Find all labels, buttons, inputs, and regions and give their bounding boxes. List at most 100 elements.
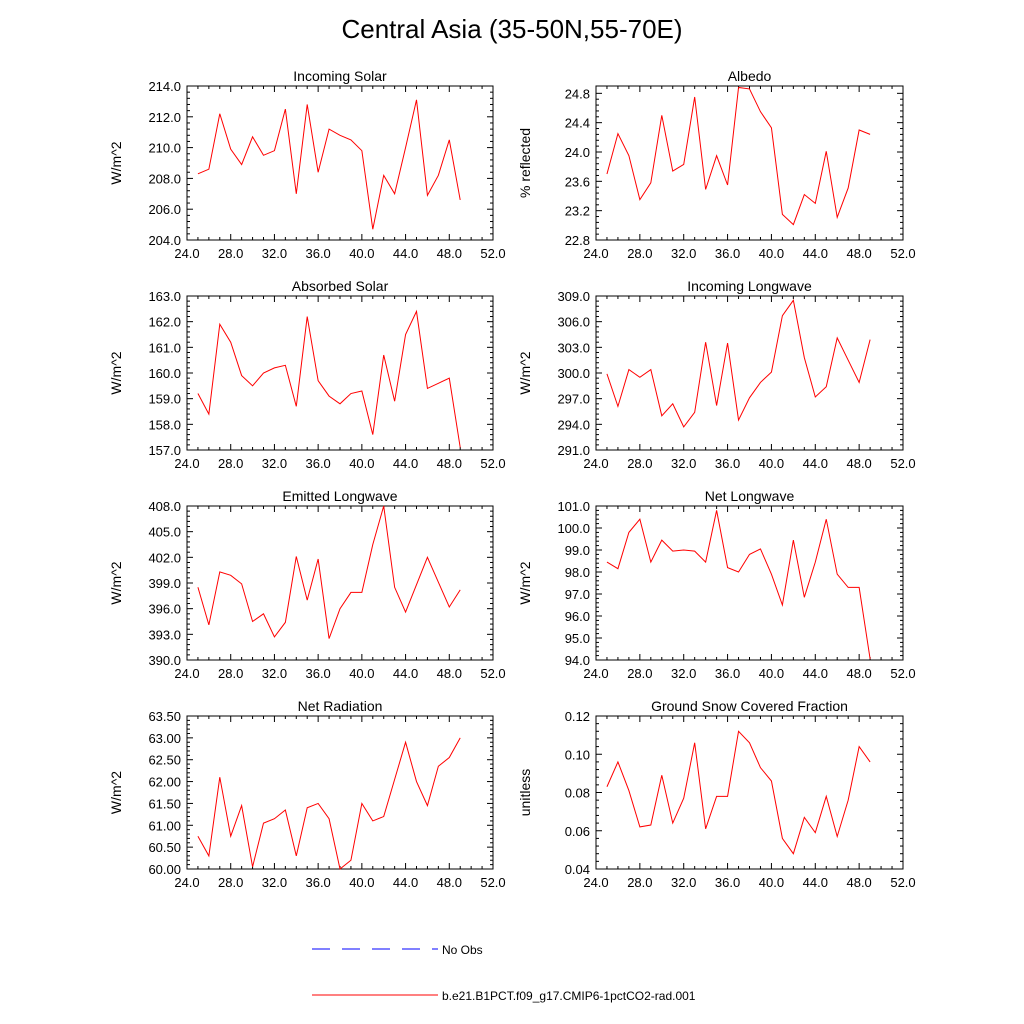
panel-5-xtick-label: 40.0 (349, 666, 374, 681)
panel-6-series-line (606, 510, 871, 659)
panel-3-frame (186, 295, 494, 451)
panel-5-ytick-label: 396.0 (148, 602, 181, 617)
panel-7-ytick-label: 60.50 (148, 840, 181, 855)
panel-8-ytick-label: 0.04 (565, 862, 590, 877)
panel-8-ytick-label: 0.08 (565, 786, 590, 801)
panel-4-xtick-label: 24.0 (583, 456, 608, 471)
panel-7-xtick-label: 28.0 (218, 875, 243, 890)
panel-3-xtick-label: 36.0 (305, 456, 330, 471)
panel-4-xtick-label: 28.0 (627, 456, 652, 471)
panel-3-xtick-label: 52.0 (480, 456, 505, 471)
panel-8-frame (595, 715, 904, 870)
panel-4-ytick-label: 303.0 (557, 340, 590, 355)
panel-5-ytick-label: 399.0 (148, 576, 181, 591)
panel-6-ylabel: W/m^2 (517, 561, 533, 604)
panel-2-xtick-label: 48.0 (846, 246, 871, 261)
panel-5-ytick-label: 393.0 (148, 627, 181, 642)
panel-5-xtick-label: 28.0 (218, 666, 243, 681)
panel-2-frame (595, 85, 904, 241)
panel-8-xtick-label: 32.0 (671, 875, 696, 890)
panel-1-ytick-label: 212.0 (148, 110, 181, 125)
panel-2-xtick-label: 52.0 (890, 246, 915, 261)
panel-5-title: Emitted Longwave (282, 488, 397, 504)
panel-7-ylabel: W/m^2 (108, 771, 124, 814)
legend-obs-label: No Obs (442, 943, 483, 957)
panel-1-ylabel: W/m^2 (108, 141, 124, 184)
panel-6-ytick-label: 94.0 (565, 653, 590, 668)
panel-2-series-line (606, 86, 871, 226)
panel-5-frame (186, 505, 494, 661)
panel-6-ytick-label: 96.0 (565, 609, 590, 624)
panel-4-xtick-label: 44.0 (803, 456, 828, 471)
panel-8-xtick-label: 24.0 (583, 875, 608, 890)
panel-4-ytick-label: 306.0 (557, 315, 590, 330)
panel-1-xtick-label: 28.0 (218, 246, 243, 261)
panel-8-xtick-label: 36.0 (715, 875, 740, 890)
panel-1-xtick-label: 24.0 (174, 246, 199, 261)
figure-title: Central Asia (35-50N,55-70E) (341, 14, 683, 44)
panel-8-xtick-label: 40.0 (759, 875, 784, 890)
panel-2-title: Albedo (728, 68, 772, 84)
panel-7-xtick-label: 52.0 (480, 875, 505, 890)
panel-8-xtick-label: 48.0 (846, 875, 871, 890)
panel-5-series-line (197, 505, 461, 639)
panel-7-xtick-label: 24.0 (174, 875, 199, 890)
panel-1-xtick-label: 44.0 (393, 246, 418, 261)
panel-2-xtick-label: 44.0 (803, 246, 828, 261)
panel-2-ytick-label: 24.8 (565, 86, 590, 101)
panel-3-ytick-label: 161.0 (148, 340, 181, 355)
panel-7-frame (186, 715, 494, 870)
panel-4-frame (595, 295, 904, 451)
panel-5-xtick-label: 44.0 (393, 666, 418, 681)
panel-6-xtick-label: 44.0 (803, 666, 828, 681)
panel-7-xtick-label: 44.0 (393, 875, 418, 890)
panel-1-series-line (197, 99, 461, 230)
panel-3-ytick-label: 157.0 (148, 443, 181, 458)
panel-4-xtick-label: 36.0 (715, 456, 740, 471)
panel-5-ytick-label: 402.0 (148, 550, 181, 565)
panel-3-xtick-label: 40.0 (349, 456, 374, 471)
panel-5-ytick-label: 408.0 (148, 499, 181, 514)
panel-2-ytick-label: 23.2 (565, 204, 590, 219)
panel-6-xtick-label: 24.0 (583, 666, 608, 681)
panel-8-ytick-label: 0.12 (565, 709, 590, 724)
panel-7-xtick-label: 48.0 (437, 875, 462, 890)
panel-5-xtick-label: 48.0 (437, 666, 462, 681)
panel-4-ytick-label: 300.0 (557, 366, 590, 381)
panel-7-ytick-label: 61.50 (148, 796, 181, 811)
panel-3-xtick-label: 44.0 (393, 456, 418, 471)
panel-1-ytick-label: 210.0 (148, 141, 181, 156)
panel-1-frame (186, 85, 494, 241)
panel-6-ytick-label: 98.0 (565, 565, 590, 580)
panel-4-xtick-label: 52.0 (890, 456, 915, 471)
panel-8-series-line (606, 730, 871, 855)
panel-6-ytick-label: 99.0 (565, 543, 590, 558)
panel-4-xtick-label: 32.0 (671, 456, 696, 471)
panel-8-xtick-label: 52.0 (890, 875, 915, 890)
panel-7-xtick-label: 36.0 (305, 875, 330, 890)
panel-7-ytick-label: 60.00 (148, 862, 181, 877)
panel-3-ytick-label: 160.0 (148, 366, 181, 381)
panel-2-xtick-label: 28.0 (627, 246, 652, 261)
panel-1-ytick-label: 208.0 (148, 171, 181, 186)
panel-3-xtick-label: 32.0 (262, 456, 287, 471)
panel-6-title: Net Longwave (705, 488, 795, 504)
panel-8-xtick-label: 28.0 (627, 875, 652, 890)
panel-2-ytick-label: 24.0 (565, 145, 590, 160)
panel-6-ytick-label: 101.0 (557, 499, 590, 514)
panel-3-ytick-label: 163.0 (148, 289, 181, 304)
panel-4-ytick-label: 291.0 (557, 443, 590, 458)
panel-3-ylabel: W/m^2 (108, 351, 124, 394)
panel-7-xtick-label: 32.0 (262, 875, 287, 890)
panel-7-ytick-label: 63.00 (148, 731, 181, 746)
panel-3-xtick-label: 24.0 (174, 456, 199, 471)
panel-1-title: Incoming Solar (293, 68, 387, 84)
panel-2-ytick-label: 24.4 (565, 116, 590, 131)
panel-1-xtick-label: 48.0 (437, 246, 462, 261)
panel-8-xtick-label: 44.0 (803, 875, 828, 890)
panel-1-xtick-label: 40.0 (349, 246, 374, 261)
panel-3-xtick-label: 28.0 (218, 456, 243, 471)
panel-3-ytick-label: 162.0 (148, 315, 181, 330)
panel-4-series-line (606, 299, 871, 428)
